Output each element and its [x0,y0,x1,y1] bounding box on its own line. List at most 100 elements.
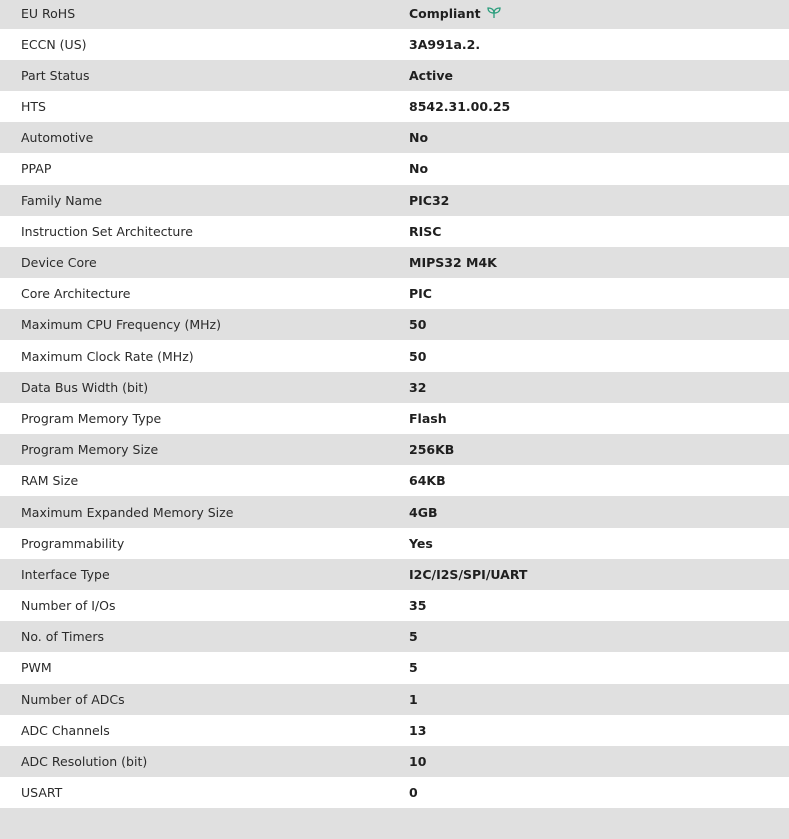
table-row: No. of Timers 5 [0,621,789,653]
spec-value: RISC [409,224,441,239]
table-row: Maximum Clock Rate (MHz) 50 [0,340,789,371]
spec-value: 50 [409,317,426,332]
spec-label: EU RoHS [21,5,76,21]
spec-label: Device Core [21,255,97,270]
spec-value-text: PIC32 [409,192,450,208]
spec-label: Data Bus Width (bit) [21,379,149,395]
table-row: PWM 5 [0,652,789,683]
spec-value: Compliant [409,6,501,21]
spec-label: Program Memory Size [21,442,159,458]
table-row: Family Name PIC32 [0,184,789,216]
spec-value-text: Compliant [409,5,481,21]
spec-value-text: 50 [409,317,427,333]
table-row: PPAP No [0,153,789,184]
spec-value-text: 3A991a.2. [409,36,481,52]
spec-label: Interface Type [21,566,110,582]
spec-value-text: 13 [409,722,427,738]
spec-label: ADC Channels [21,722,110,738]
spec-value-text: 10 [409,754,427,769]
spec-value: 5 [409,629,418,644]
spec-label: Maximum CPU Frequency (MHz) [21,317,221,333]
spec-label: Maximum Expanded Memory Size [21,504,234,520]
table-row: Data Bus Width (bit) 32 [0,371,789,403]
table-row: ADC Channels 13 [0,715,789,746]
spec-value-text: I2C/I2S/SPI/UART [409,566,528,582]
spec-label: Number of ADCs [21,691,125,707]
spec-value: 1 [409,692,418,707]
table-row: Instruction Set Architecture RISC [0,216,789,247]
spec-value-text: 5 [409,629,418,645]
spec-value-text: 1 [409,691,418,707]
spec-value-text: 64KB [409,473,446,489]
spec-label: Core Architecture [21,286,131,302]
spec-value-text: RISC [409,223,442,239]
spec-value: PIC [409,286,432,301]
table-row: Core Architecture PIC [0,278,789,309]
table-row: Maximum CPU Frequency (MHz) 50 [0,309,789,341]
spec-label: RAM Size [21,473,79,489]
spec-value: 256KB [409,442,454,457]
table-row: HTS 8542.31.00.25 [0,91,789,122]
spec-label: Programmability [21,535,125,551]
spec-value: 32 [409,380,426,395]
spec-value: 4GB [409,505,438,520]
spec-value-text: Flash [409,410,447,426]
spec-label: Family Name [21,192,103,208]
spec-value-text: MIPS32 M4K [409,255,497,270]
table-row: EU RoHS Compliant [0,0,789,29]
table-row: Programmability Yes [0,528,789,559]
spec-value-text: No [409,161,429,177]
spec-value: 50 [409,349,426,364]
table-row: RAM Size 64KB [0,465,789,496]
table-row: ECCN (US) 3A991a.2. [0,29,789,60]
spec-value: MIPS32 M4K [409,255,497,270]
spec-value: Active [409,68,453,83]
spec-label: Part Status [21,67,90,83]
table-row: Maximum Expanded Memory Size 4GB [0,496,789,528]
spec-value: 64KB [409,473,446,488]
spec-label: Number of I/Os [21,598,116,614]
spec-value-text: 32 [409,379,427,395]
table-row: Part Status Active [0,59,789,91]
table-row: Program Memory Type Flash [0,403,789,434]
spec-value-text: 8542.31.00.25 [409,99,511,115]
spec-value-text: Yes [409,535,433,551]
spec-value-text: 256KB [409,442,455,458]
spec-label: ECCN (US) [21,36,87,52]
table-row: Device Core MIPS32 M4K [0,246,789,279]
table-row: USART 0 [0,777,789,808]
spec-value-text: 4GB [409,504,438,520]
spec-label: No. of Timers [21,629,104,645]
table-row: Interface Type I2C/I2S/SPI/UART [0,558,789,590]
spec-value-text: 50 [409,348,427,364]
table-row: Program Memory Size 256KB [0,434,789,466]
spec-value: 10 [409,754,426,769]
spec-value: 0 [409,785,418,800]
table-row: Automotive No [0,122,789,154]
table-row: ADC Resolution (bit) 10 [0,745,789,778]
spec-value-text: 35 [409,598,427,614]
spec-label: Instruction Set Architecture [21,223,193,239]
spec-label: Program Memory Type [21,410,162,426]
spec-value: No [409,130,428,145]
spec-value: 3A991a.2. [409,37,480,52]
table-row: Number of I/Os 35 [0,590,789,621]
spec-label: Maximum Clock Rate (MHz) [21,348,194,364]
spec-value-text: Active [409,67,453,83]
spec-value: I2C/I2S/SPI/UART [409,567,527,582]
spec-value: 13 [409,723,426,738]
spec-value-text: No [409,130,429,146]
spec-value: Flash [409,411,447,426]
spec-value: 8542.31.00.25 [409,99,510,114]
spec-value-text: 5 [409,660,418,676]
spec-value-text: 0 [409,785,418,801]
spec-label: HTS [21,99,46,115]
spec-value: 35 [409,598,426,613]
spec-value: Yes [409,536,433,551]
spec-value: 5 [409,660,418,675]
spec-label: PPAP [21,161,52,177]
spec-label: PWM [21,660,52,676]
spec-value-text: PIC [409,286,432,302]
table-row [0,808,789,839]
